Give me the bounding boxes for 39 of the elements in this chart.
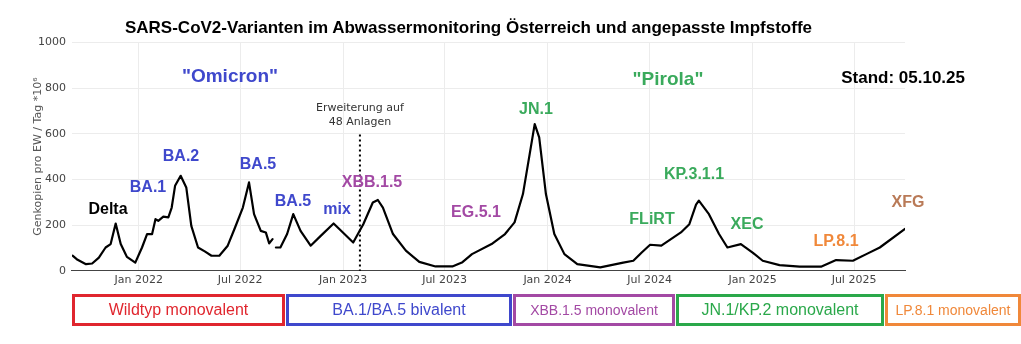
annotation: "Pirola" xyxy=(632,68,704,90)
x-tick-label: Jan 2022 xyxy=(113,273,163,287)
x-tick-label: Jul 2022 xyxy=(216,273,263,287)
annotation: BA.1 xyxy=(129,178,167,196)
annotation: JN.1 xyxy=(519,100,553,118)
annotation: mix xyxy=(323,200,351,218)
annotation: BA.5 xyxy=(239,155,277,173)
annotation: BA.2 xyxy=(162,147,200,165)
text: JN.1/KP.2 monovalent xyxy=(676,294,884,326)
text: Wildtyp monovalent xyxy=(72,294,285,326)
y-tick-label: 400 xyxy=(44,172,66,186)
text: XBB.1.5 monovalent xyxy=(513,294,675,326)
x-tick-label: Jul 2024 xyxy=(626,273,672,287)
annotation: FLiRT xyxy=(629,210,675,228)
x-tick-label: Jan 2025 xyxy=(727,273,777,287)
x-tick-label: Jul 2025 xyxy=(830,273,877,287)
y-tick-label: 600 xyxy=(44,126,66,140)
text: BA.1/BA.5 bivalent xyxy=(286,294,512,326)
chart-title: SARS-CoV2-Varianten im Abwassermonitoring Österreich und angepasste Impfstoffe xyxy=(124,17,813,37)
annotation: XEC xyxy=(730,215,764,233)
x-tick-label: Jul 2023 xyxy=(421,273,467,287)
y-tick-label: 1000 xyxy=(37,35,66,49)
annotation: XBB.1.5 xyxy=(341,173,403,191)
x-tick-label: Jan 2023 xyxy=(317,273,368,287)
annotation: LP.8.1 xyxy=(813,232,859,250)
annotation: KP.3.1.1 xyxy=(663,165,725,183)
y-tick-label: 0 xyxy=(58,263,66,277)
annotation: EG.5.1 xyxy=(451,203,501,221)
annotation: XFG xyxy=(891,193,925,211)
text: LP.8.1 monovalent xyxy=(885,294,1021,326)
annotation: "Omicron" xyxy=(181,65,279,87)
annotation: BA.5 xyxy=(274,192,312,210)
annotation: Stand: 05.10.25 xyxy=(841,68,965,88)
y-tick-label: 800 xyxy=(44,80,66,94)
annotation: Delta xyxy=(88,200,128,218)
y-tick-label: 200 xyxy=(44,217,66,231)
ref-line-label: Erweiterung auf 48 Anlagen xyxy=(315,100,406,128)
y-axis-title: Genkopien pro EW / Tag *10⁶ xyxy=(30,76,44,236)
x-tick-label: Jan 2024 xyxy=(522,273,572,287)
